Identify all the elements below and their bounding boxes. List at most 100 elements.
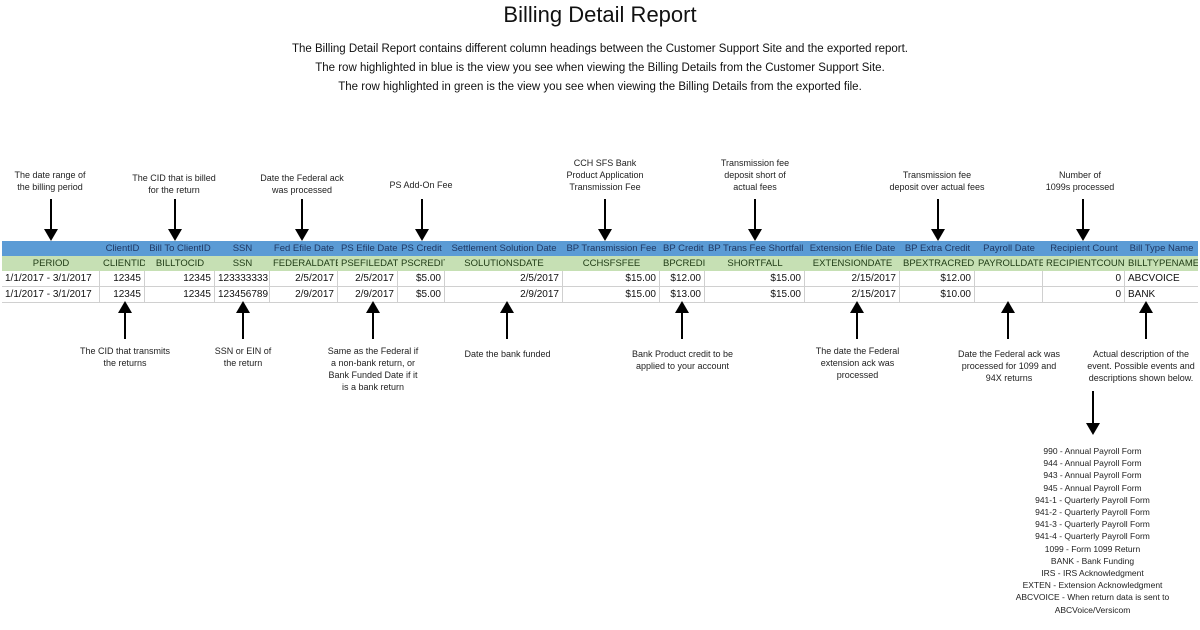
- legend-item: IRS - IRS Acknowledgment: [1041, 568, 1144, 579]
- site-header-cell: Bill To ClientID: [149, 243, 211, 254]
- cell-ssn: 123456789: [215, 287, 270, 302]
- cell-solutionsdate: 2/5/2017: [445, 271, 563, 286]
- note-solution-date: Date the bank funded: [464, 349, 551, 359]
- cell-federaldate: 2/5/2017: [270, 271, 338, 286]
- site-header-cell: Bill Type Name: [1129, 243, 1194, 254]
- export-header-cell: SSN: [232, 258, 253, 269]
- legend-item: EXTEN - Extension Acknowledgment: [1022, 580, 1163, 591]
- cell-bpextracredit: $10.00: [900, 287, 975, 302]
- cell-cchsfsfee: $15.00: [563, 287, 660, 302]
- site-header-cell: Fed Efile Date: [273, 243, 335, 254]
- export-header-cell: PSEFILEDATE: [341, 258, 398, 269]
- arrow-down-icon: [748, 199, 762, 241]
- site-header-cell: BP Extra Credit: [904, 243, 971, 254]
- arrow-down-icon: [1086, 391, 1100, 435]
- arrow-down-icon: [415, 199, 429, 241]
- cell-pscredit: $5.00: [398, 287, 445, 302]
- export-header-cell: PERIOD: [32, 258, 70, 269]
- site-header-cell: PS Efile Date: [341, 243, 398, 254]
- note-recipient: Number of 1099s processed: [1045, 170, 1115, 192]
- export-header-cell: SOLUTIONSDATE: [464, 258, 544, 269]
- export-header-cell: BPEXTRACREDIT: [903, 258, 975, 269]
- export-header-cell: BILLTOCID: [155, 258, 205, 269]
- arrow-up-icon: [118, 301, 132, 339]
- legend-item: ABCVOICE - When return data is sent to: [1015, 592, 1170, 603]
- cell-psefiledate: 2/5/2017: [338, 271, 398, 286]
- export-header-cell: RECIPIENTCOUNT: [1046, 258, 1125, 269]
- cell-clientid: 12345: [100, 287, 145, 302]
- note-ps-efile: Same as the Federal if a non-bank return…: [327, 346, 419, 392]
- export-header-cell: CLIENTID: [103, 258, 145, 269]
- page-title: Billing Detail Report: [503, 2, 697, 27]
- export-header-cell: SHORTFALL: [727, 258, 783, 269]
- cell-psefiledate: 2/9/2017: [338, 287, 398, 302]
- export-header-cell: EXTENSIONDATE: [812, 258, 893, 269]
- site-header-cell: PS Credit: [401, 243, 442, 254]
- legend-item: 941-1 - Quarterly Payroll Form: [1035, 494, 1150, 505]
- note-fed-efile: Date the Federal ack was processed: [260, 173, 344, 195]
- arrow-down-icon: [295, 199, 309, 241]
- arrow-up-icon: [1139, 301, 1153, 339]
- cell-ssn: 123333333: [215, 271, 270, 286]
- cell-shortfall: $15.00: [705, 271, 805, 286]
- intro-text: The Billing Detail Report contains diffe…: [0, 40, 1200, 97]
- export-header-cell: BPCREDIT: [663, 258, 705, 269]
- cell-period: 1/1/2017 - 3/1/2017: [2, 271, 100, 286]
- legend-item: 941-4 - Quarterly Payroll Form: [1035, 531, 1150, 542]
- cell-federaldate: 2/9/2017: [270, 287, 338, 302]
- site-header-cell: SSN: [232, 243, 253, 254]
- cell-bpextracredit: $12.00: [900, 271, 975, 286]
- cell-billtypename: BANK: [1128, 289, 1156, 300]
- cell-recipientcount: 0: [1043, 287, 1125, 302]
- arrow-down-icon: [598, 199, 612, 241]
- legend-item: 944 - Annual Payroll Form: [1043, 458, 1142, 469]
- bill-type-legend: 990 - Annual Payroll Form 944 - Annual P…: [985, 445, 1200, 616]
- site-header-cell: [2, 241, 100, 256]
- cell-billtypename: ABCVOICE: [1128, 273, 1180, 284]
- cell-extensiondate: 2/15/2017: [805, 271, 900, 286]
- note-bill-to: The CID that is billed for the return: [132, 173, 216, 195]
- legend-item: 943 - Annual Payroll Form: [1043, 470, 1142, 481]
- arrow-up-icon: [366, 301, 380, 339]
- legend-item: ABCVoice/Versicom: [1054, 604, 1131, 615]
- note-bp-fee: CCH SFS Bank Product Application Transmi…: [566, 158, 644, 192]
- note-ps-credit: PS Add-On Fee: [389, 180, 453, 190]
- arrow-down-icon: [168, 199, 182, 241]
- arrow-up-icon: [1001, 301, 1015, 339]
- note-extra-credit: Transmission fee deposit over actual fee…: [889, 170, 985, 192]
- legend-item: 941-3 - Quarterly Payroll Form: [1035, 519, 1150, 530]
- note-extension: The date the Federal extension ack was p…: [815, 346, 900, 380]
- arrow-up-icon: [850, 301, 864, 339]
- note-bill-type: Actual description of the event. Possibl…: [1087, 349, 1195, 383]
- note-clientid: The CID that transmits the returns: [79, 346, 171, 368]
- cell-shortfall: $15.00: [705, 287, 805, 302]
- cell-clientid: 12345: [100, 271, 145, 286]
- site-header-cell: Recipient Count: [1050, 243, 1118, 254]
- arrow-down-icon: [1076, 199, 1090, 241]
- legend-item: 990 - Annual Payroll Form: [1043, 446, 1142, 456]
- legend-item: 1099 - Form 1099 Return: [1044, 543, 1141, 554]
- export-header-cell: FEDERALDATE: [273, 258, 338, 269]
- arrow-up-icon: [500, 301, 514, 339]
- legend-item: 945 - Annual Payroll Form: [1043, 482, 1142, 493]
- legend-item: 941-2 - Quarterly Payroll Form: [1035, 507, 1150, 518]
- export-header-cell: PAYROLLDATE: [978, 258, 1043, 269]
- note-bp-credit: Bank Product credit to be applied to you…: [631, 349, 734, 371]
- billing-table: ClientID Bill To ClientID SSN Fed Efile …: [2, 241, 1198, 303]
- cell-pscredit: $5.00: [398, 271, 445, 286]
- export-header-cell: PSCREDIT: [401, 258, 445, 269]
- intro-line: The row highlighted in blue is the view …: [315, 62, 885, 74]
- note-payroll: Date the Federal ack was processed for 1…: [957, 349, 1061, 383]
- cell-bpcredit: $12.00: [660, 271, 705, 286]
- arrow-down-icon: [931, 199, 945, 241]
- site-header-cell: Extension Efile Date: [809, 243, 896, 254]
- legend-item: BANK - Bank Funding: [1050, 555, 1135, 566]
- cell-bpcredit: $13.00: [660, 287, 705, 302]
- intro-line: The Billing Detail Report contains diffe…: [291, 43, 909, 55]
- export-header-cell: CCHSFSFEE: [582, 258, 641, 269]
- site-header-cell: BP Trans Fee Shortfall: [708, 243, 804, 254]
- note-period: The date range of the billing period: [14, 170, 86, 192]
- arrow-down-icon: [44, 199, 58, 241]
- cell-billtocid: 12345: [145, 287, 215, 302]
- cell-solutionsdate: 2/9/2017: [445, 287, 563, 302]
